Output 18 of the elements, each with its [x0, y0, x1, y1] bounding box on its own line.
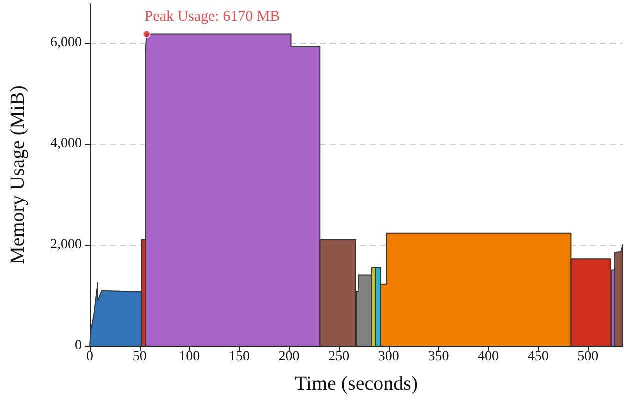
y-tick-label: 0	[75, 338, 82, 354]
x-tick-label: 500	[578, 350, 599, 364]
y-axis-title: Memory Usage (MiB)	[7, 86, 29, 264]
x-tick-label: 200	[278, 350, 300, 364]
x-axis-title: Time (seconds)	[294, 373, 418, 395]
y-tick-label: 6,000	[50, 35, 82, 50]
x-tick-label: 450	[528, 350, 549, 364]
x-tick-label: 100	[179, 350, 200, 364]
x-tick-label: 300	[378, 350, 400, 364]
y-tick-label: 2,000	[50, 237, 82, 252]
x-tick-label: 50	[132, 350, 147, 364]
x-tick-label: 0	[86, 350, 94, 364]
x-tick-label: 250	[328, 350, 350, 364]
y-tick-label: 4,000	[50, 136, 82, 152]
annotation: Peak Usage: 6170 MB	[144, 8, 280, 25]
x-tick-label: 400	[478, 350, 500, 364]
x-tick-label: 350	[428, 350, 450, 364]
x-tick-label: 150	[228, 350, 250, 364]
